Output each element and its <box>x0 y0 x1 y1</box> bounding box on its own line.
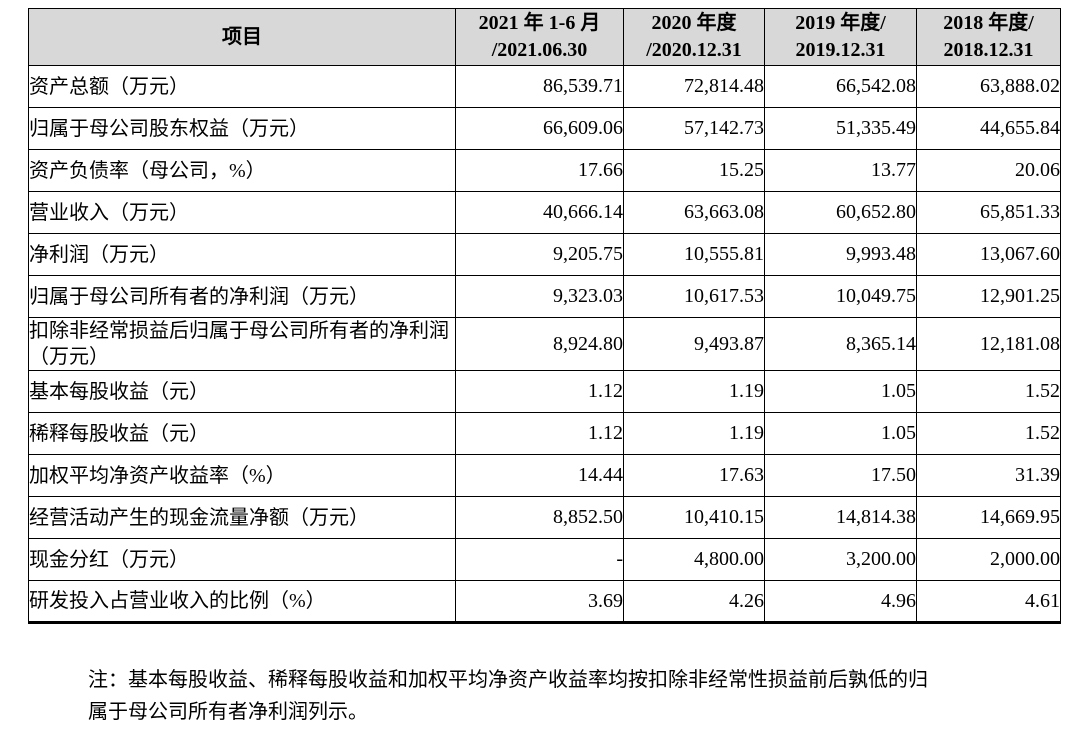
cell-value: 2,000.00 <box>916 538 1061 581</box>
cell-value: 4.96 <box>764 580 917 624</box>
col-header-2018-line2: 2018.12.31 <box>943 39 1034 61</box>
cell-value: 17.63 <box>623 454 765 497</box>
cell-value: 66,609.06 <box>455 107 624 150</box>
cell-value: 10,049.75 <box>764 275 917 318</box>
col-header-2021h1-line1: 2021 年 1-6 月 <box>478 12 601 34</box>
row-label: 资产总额（万元） <box>28 65 456 108</box>
cell-value: 9,205.75 <box>455 233 624 276</box>
table-row: 研发投入占营业收入的比例（%） 3.69 4.26 4.96 4.61 <box>28 580 1061 624</box>
row-label: 经营活动产生的现金流量净额（万元） <box>28 496 456 539</box>
cell-value: 4.26 <box>623 580 765 624</box>
table-row: 基本每股收益（元） 1.12 1.19 1.05 1.52 <box>28 370 1061 413</box>
row-label: 资产负债率（母公司，%） <box>28 149 456 192</box>
cell-value: 44,655.84 <box>916 107 1061 150</box>
cell-value: 1.05 <box>764 370 917 413</box>
cell-value: 17.66 <box>455 149 624 192</box>
table-row: 经营活动产生的现金流量净额（万元） 8,852.50 10,410.15 14,… <box>28 496 1061 539</box>
cell-value: 1.52 <box>916 370 1061 413</box>
col-header-2019-line2: 2019.12.31 <box>795 39 886 61</box>
cell-value: 9,323.03 <box>455 275 624 318</box>
cell-value: 1.12 <box>455 370 624 413</box>
cell-value: 1.52 <box>916 412 1061 455</box>
cell-value: 14.44 <box>455 454 624 497</box>
cell-value: 17.50 <box>764 454 917 497</box>
cell-value: 13,067.60 <box>916 233 1061 276</box>
cell-value: 9,493.87 <box>623 317 765 371</box>
cell-value: 51,335.49 <box>764 107 917 150</box>
header-row: 项目 2021 年 1-6 月 /2021.06.30 2020 年度 /202… <box>28 8 1061 66</box>
cell-value: 72,814.48 <box>623 65 765 108</box>
cell-value: 8,852.50 <box>455 496 624 539</box>
financial-summary-table: 项目 2021 年 1-6 月 /2021.06.30 2020 年度 /202… <box>28 8 1061 624</box>
cell-value: 4,800.00 <box>623 538 765 581</box>
cell-value: 10,410.15 <box>623 496 765 539</box>
row-label: 基本每股收益（元） <box>28 370 456 413</box>
table-row: 稀释每股收益（元） 1.12 1.19 1.05 1.52 <box>28 412 1061 455</box>
cell-value: 8,924.80 <box>455 317 624 371</box>
row-label: 归属于母公司股东权益（万元） <box>28 107 456 150</box>
footnote: 注：基本每股收益、稀释每股收益和加权平均净资产收益率均按扣除非经常性损益前后孰低… <box>88 669 928 723</box>
row-label: 扣除非经常损益后归属于母公司所有者的净利润（万元） <box>28 317 456 371</box>
cell-value: 4.61 <box>916 580 1061 624</box>
col-header-2021h1-line2: /2021.06.30 <box>491 39 588 61</box>
cell-value: 1.05 <box>764 412 917 455</box>
table-row: 资产负债率（母公司，%） 17.66 15.25 13.77 20.06 <box>28 149 1061 192</box>
row-label: 现金分红（万元） <box>28 538 456 581</box>
cell-value: 1.12 <box>455 412 624 455</box>
cell-value: 14,814.38 <box>764 496 917 539</box>
cell-value: 65,851.33 <box>916 191 1061 234</box>
row-label: 营业收入（万元） <box>28 191 456 234</box>
cell-value: 13.77 <box>764 149 917 192</box>
table-row: 净利润（万元） 9,205.75 10,555.81 9,993.48 13,0… <box>28 233 1061 276</box>
cell-value: 12,901.25 <box>916 275 1061 318</box>
cell-value: 1.19 <box>623 370 765 413</box>
col-header-2020: 2020 年度 /2020.12.31 <box>623 8 765 66</box>
row-label: 稀释每股收益（元） <box>28 412 456 455</box>
col-header-2018-line1: 2018 年度/ <box>943 12 1034 34</box>
cell-value: 40,666.14 <box>455 191 624 234</box>
table-row: 扣除非经常损益后归属于母公司所有者的净利润（万元） 8,924.80 9,493… <box>28 317 1061 371</box>
cell-value: 9,993.48 <box>764 233 917 276</box>
row-label: 净利润（万元） <box>28 233 456 276</box>
col-header-2020-line2: /2020.12.31 <box>646 39 742 61</box>
col-header-2021h1: 2021 年 1-6 月 /2021.06.30 <box>455 8 624 66</box>
col-header-2018: 2018 年度/ 2018.12.31 <box>916 8 1061 66</box>
cell-value: - <box>455 538 624 581</box>
cell-value: 14,669.95 <box>916 496 1061 539</box>
table-row: 加权平均净资产收益率（%） 14.44 17.63 17.50 31.39 <box>28 454 1061 497</box>
col-header-2019: 2019 年度/ 2019.12.31 <box>764 8 917 66</box>
cell-value: 8,365.14 <box>764 317 917 371</box>
cell-value: 66,542.08 <box>764 65 917 108</box>
cell-value: 15.25 <box>623 149 765 192</box>
col-header-item: 项目 <box>28 8 456 66</box>
cell-value: 86,539.71 <box>455 65 624 108</box>
table-row: 现金分红（万元） - 4,800.00 3,200.00 2,000.00 <box>28 538 1061 581</box>
table-row: 归属于母公司所有者的净利润（万元） 9,323.03 10,617.53 10,… <box>28 275 1061 318</box>
cell-value: 10,617.53 <box>623 275 765 318</box>
cell-value: 31.39 <box>916 454 1061 497</box>
cell-value: 63,888.02 <box>916 65 1061 108</box>
cell-value: 10,555.81 <box>623 233 765 276</box>
cell-value: 63,663.08 <box>623 191 765 234</box>
cell-value: 3.69 <box>455 580 624 624</box>
cell-value: 20.06 <box>916 149 1061 192</box>
cell-value: 57,142.73 <box>623 107 765 150</box>
row-label: 加权平均净资产收益率（%） <box>28 454 456 497</box>
col-header-2019-line1: 2019 年度/ <box>795 12 886 34</box>
row-label: 研发投入占营业收入的比例（%） <box>28 580 456 624</box>
table-row: 资产总额（万元） 86,539.71 72,814.48 66,542.08 6… <box>28 65 1061 108</box>
table-row: 营业收入（万元） 40,666.14 63,663.08 60,652.80 6… <box>28 191 1061 234</box>
cell-value: 3,200.00 <box>764 538 917 581</box>
cell-value: 1.19 <box>623 412 765 455</box>
table-row: 归属于母公司股东权益（万元） 66,609.06 57,142.73 51,33… <box>28 107 1061 150</box>
row-label: 归属于母公司所有者的净利润（万元） <box>28 275 456 318</box>
col-header-2020-line1: 2020 年度 <box>651 12 737 34</box>
cell-value: 12,181.08 <box>916 317 1061 371</box>
cell-value: 60,652.80 <box>764 191 917 234</box>
